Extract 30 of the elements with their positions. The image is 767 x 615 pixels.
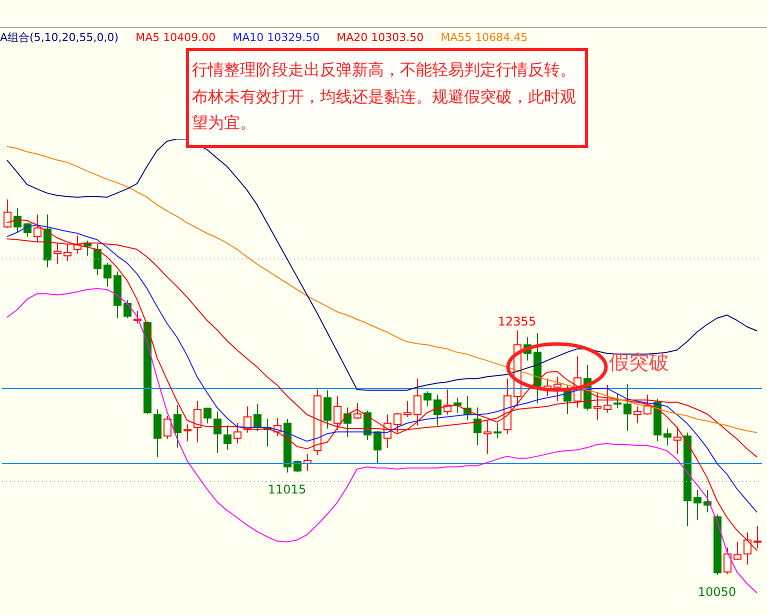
candlestick xyxy=(344,406,352,438)
annotation: 11015 xyxy=(268,482,306,496)
candlestick xyxy=(664,428,672,446)
candlestick xyxy=(214,411,222,454)
candlestick xyxy=(624,384,632,432)
legend-title: A组合(5,10,20,55,0,0) xyxy=(0,30,119,44)
candlestick xyxy=(474,406,482,446)
annotation: 10050 xyxy=(698,584,736,599)
annotation: 12355 xyxy=(498,314,536,329)
candlestick xyxy=(174,404,182,448)
candlestick xyxy=(44,214,52,268)
candlestick xyxy=(494,422,502,439)
candlestick xyxy=(54,242,62,265)
text: MA55 10684.45 xyxy=(440,30,528,44)
candlestick xyxy=(484,420,492,455)
text: 行情整理阶段走出反弹新高，不能轻易判定行情反转。布林未有效打开，均线还是黏连。规避假突破，此时观望为宜。 xyxy=(192,59,577,134)
text: MA20 10303.50 xyxy=(336,30,424,44)
annotation: 假突破 xyxy=(609,349,669,376)
text: MA5 10409.00 xyxy=(136,30,216,44)
text: MA10 10329.50 xyxy=(232,30,320,44)
candlestick xyxy=(224,425,232,450)
candlestick xyxy=(674,426,682,455)
candlestick xyxy=(704,490,712,513)
candlestick xyxy=(694,490,702,520)
candlestick xyxy=(194,400,202,443)
candlestick xyxy=(414,378,422,426)
candlestick xyxy=(594,392,602,421)
candlestick xyxy=(504,378,512,434)
candlestick xyxy=(434,394,442,426)
candlestick xyxy=(94,244,102,276)
